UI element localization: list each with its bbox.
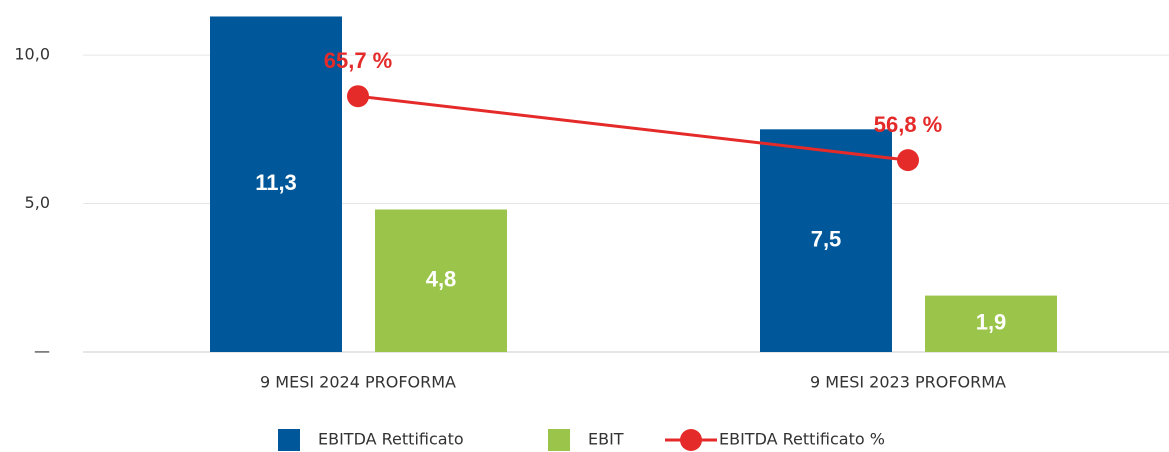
legend-swatch bbox=[548, 429, 570, 451]
legend-swatch bbox=[278, 429, 300, 451]
y-tick-label: 10,0 bbox=[14, 45, 50, 64]
line-value-label: 56,8 % bbox=[874, 112, 943, 137]
value-label: 4,8 bbox=[426, 267, 457, 292]
value-label: 7,5 bbox=[811, 226, 842, 251]
value-label: 11,3 bbox=[255, 170, 297, 195]
line-value-label: 65,7 % bbox=[324, 48, 393, 73]
line-point bbox=[897, 149, 919, 172]
value-label: 1,9 bbox=[976, 310, 1007, 335]
bar bbox=[925, 295, 1057, 352]
bar bbox=[375, 209, 507, 352]
bar bbox=[210, 16, 342, 352]
x-tick-label: 9 MESI 2024 PROFORMA bbox=[260, 373, 456, 392]
y-tick-label: — bbox=[34, 342, 50, 361]
bar bbox=[760, 129, 892, 352]
x-tick-label: 9 MESI 2023 PROFORMA bbox=[810, 373, 1006, 392]
legend-label: EBITDA Rettificato bbox=[318, 430, 464, 449]
line bbox=[357, 94, 909, 162]
line-point bbox=[347, 85, 369, 108]
y-tick-label: 5,0 bbox=[25, 193, 50, 212]
legend-label: EBITDA Rettificato % bbox=[719, 430, 885, 449]
legend-label: EBIT bbox=[588, 430, 624, 449]
legend-swatch bbox=[680, 429, 702, 451]
